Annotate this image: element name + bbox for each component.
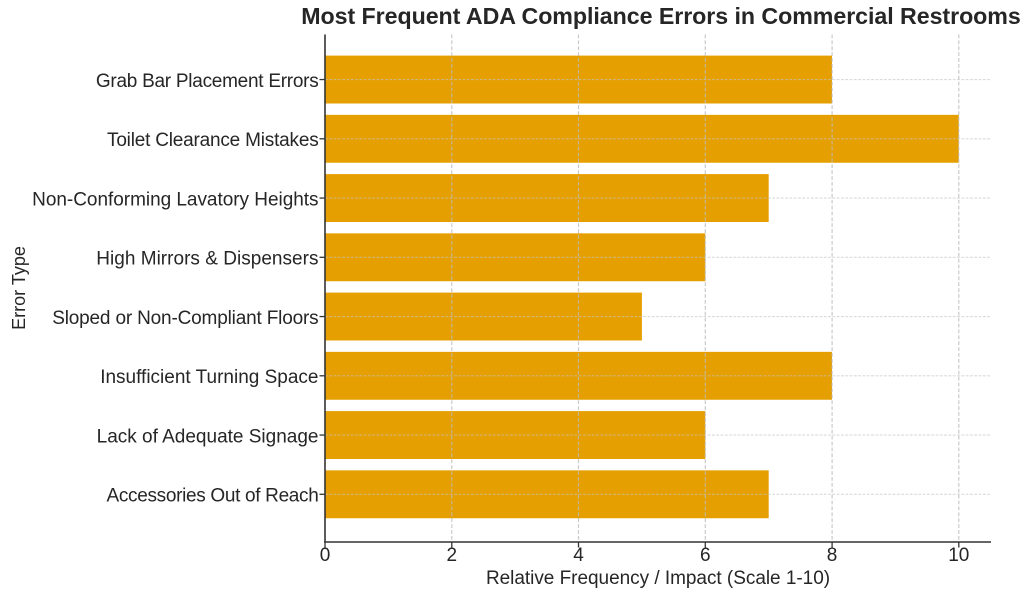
svg-text:10: 10 — [948, 545, 969, 566]
svg-text:8: 8 — [827, 545, 838, 566]
svg-text:6: 6 — [700, 545, 711, 566]
svg-text:4: 4 — [573, 545, 584, 566]
svg-text:Sloped or Non-Compliant Floors: Sloped or Non-Compliant Floors — [52, 308, 318, 329]
svg-text:0: 0 — [320, 545, 331, 566]
svg-text:2: 2 — [447, 545, 458, 566]
svg-text:Accessories Out of Reach: Accessories Out of Reach — [107, 486, 319, 507]
svg-text:Insufficient Turning Space: Insufficient Turning Space — [100, 367, 318, 388]
svg-text:Relative Frequency / Impact (S: Relative Frequency / Impact (Scale 1-10) — [486, 568, 830, 589]
svg-text:Non-Conforming Lavatory Height: Non-Conforming Lavatory Heights — [32, 189, 318, 210]
svg-text:Lack of Adequate Signage: Lack of Adequate Signage — [97, 426, 319, 447]
svg-text:Most Frequent ADA Compliance E: Most Frequent ADA Compliance Errors in C… — [301, 3, 1020, 29]
svg-text:Grab Bar Placement Errors: Grab Bar Placement Errors — [96, 71, 319, 92]
svg-text:Error Type: Error Type — [9, 246, 29, 330]
svg-text:High Mirrors & Dispensers: High Mirrors & Dispensers — [96, 249, 318, 270]
svg-text:Toilet Clearance Mistakes: Toilet Clearance Mistakes — [107, 130, 318, 151]
